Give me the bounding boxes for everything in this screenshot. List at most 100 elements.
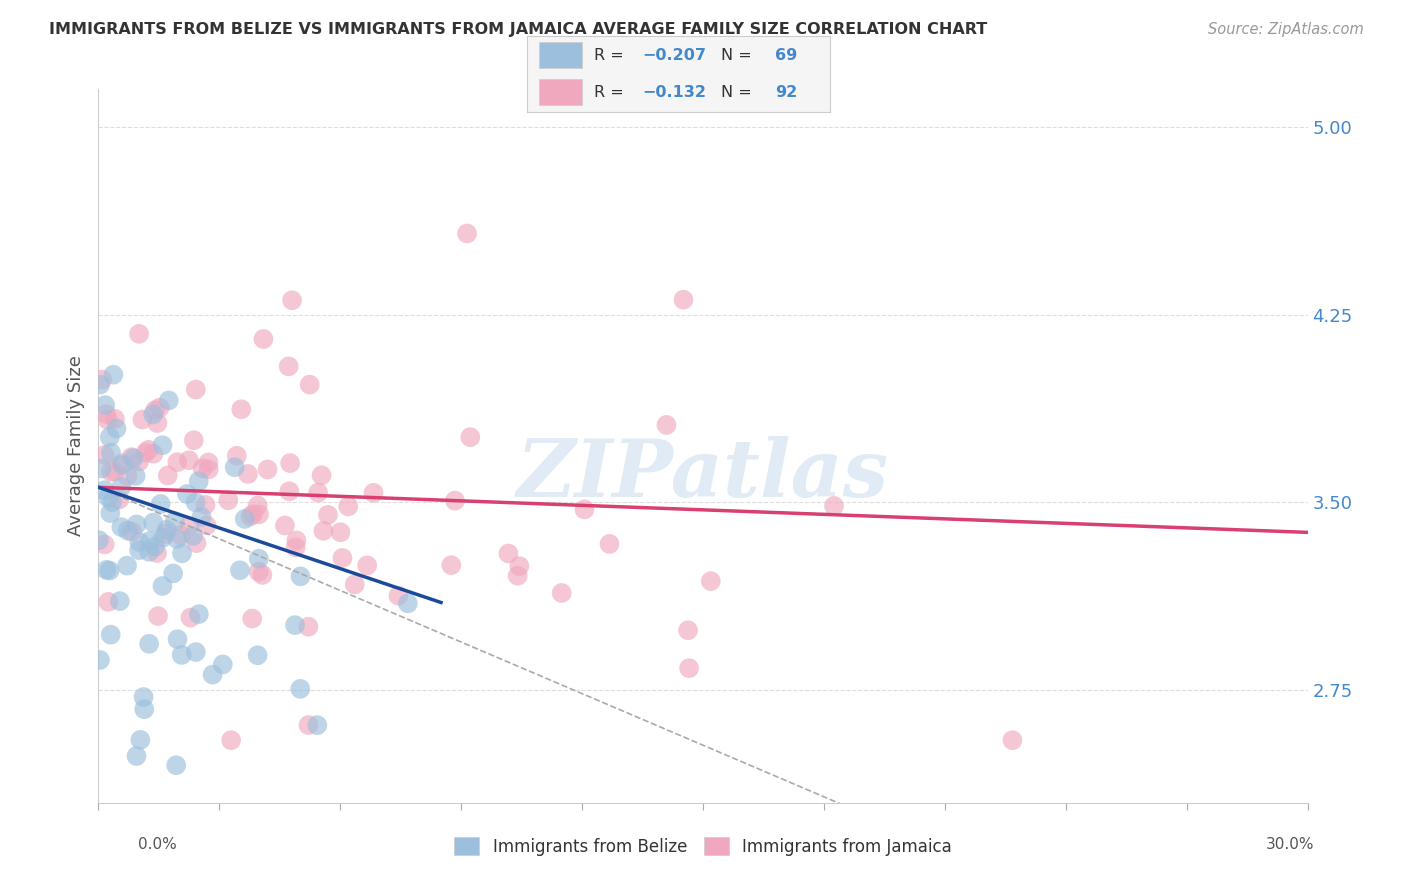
Point (179, 610, 201, 624)
Point (166, 632, 188, 647)
Point (115, 558, 138, 573)
Point (307, 718, 329, 732)
Text: −0.132: −0.132 (643, 85, 706, 100)
Text: IMMIGRANTS FROM BELIZE VS IMMIGRANTS FROM JAMAICA AVERAGE FAMILY SIZE CORRELATIO: IMMIGRANTS FROM BELIZE VS IMMIGRANTS FRO… (49, 22, 987, 37)
Point (94, 398, 117, 412)
Point (105, 421, 128, 435)
Point (252, 332, 274, 346)
Point (197, 462, 219, 476)
Point (176, 487, 198, 501)
Point (177, 453, 200, 467)
Point (246, 648, 269, 663)
Point (194, 498, 217, 512)
Point (233, 512, 256, 526)
Point (170, 546, 193, 560)
Text: 69: 69 (775, 47, 797, 62)
Point (125, 517, 148, 532)
Point (217, 493, 239, 508)
Point (121, 450, 143, 465)
Point (181, 529, 204, 543)
Point (229, 563, 252, 577)
Point (162, 566, 184, 581)
Point (142, 407, 165, 421)
Point (152, 438, 174, 452)
Point (678, 661, 700, 675)
Point (574, 502, 596, 516)
Point (396, 596, 419, 610)
Point (131, 412, 153, 426)
Point (187, 607, 209, 621)
Point (184, 645, 207, 659)
Point (132, 690, 155, 704)
Point (247, 551, 270, 566)
Point (146, 416, 169, 430)
Point (157, 393, 180, 408)
Point (128, 543, 150, 558)
Point (201, 667, 224, 681)
Point (138, 545, 160, 559)
Point (184, 495, 207, 509)
Point (101, 495, 124, 509)
Point (143, 540, 166, 554)
Point (100, 446, 122, 460)
Point (128, 535, 150, 549)
Point (290, 681, 312, 696)
Point (184, 383, 207, 397)
Point (98, 430, 121, 444)
Point (142, 516, 165, 530)
Text: −0.207: −0.207 (643, 47, 706, 62)
Point (179, 518, 201, 533)
Point (506, 568, 529, 582)
Text: N =: N = (721, 85, 756, 100)
Point (128, 455, 150, 469)
Point (139, 533, 162, 548)
Point (219, 733, 242, 747)
Point (231, 402, 253, 417)
Point (100, 465, 122, 479)
Point (104, 412, 127, 426)
Point (281, 293, 304, 308)
Point (125, 749, 148, 764)
Point (149, 497, 172, 511)
Point (93, 448, 115, 462)
Point (700, 574, 723, 588)
Text: 0.0%: 0.0% (138, 837, 177, 852)
Point (121, 524, 143, 539)
Point (274, 518, 297, 533)
Point (297, 718, 319, 732)
Point (242, 507, 264, 521)
Point (117, 524, 139, 538)
Point (550, 586, 572, 600)
Point (93, 483, 115, 498)
Point (103, 368, 125, 382)
Point (122, 451, 145, 466)
Point (108, 594, 131, 608)
Point (97, 491, 120, 505)
Point (343, 577, 366, 591)
Point (152, 579, 174, 593)
Point (195, 518, 218, 533)
Point (152, 531, 174, 545)
Point (337, 500, 360, 514)
Point (252, 568, 274, 582)
Point (89, 653, 111, 667)
Point (149, 401, 172, 415)
Point (256, 462, 278, 476)
Point (98, 564, 121, 578)
Point (110, 520, 132, 534)
Point (163, 514, 186, 528)
Text: N =: N = (721, 47, 756, 62)
Point (103, 465, 125, 479)
Point (143, 403, 166, 417)
Point (284, 541, 307, 555)
Point (225, 449, 247, 463)
Point (316, 508, 339, 522)
Point (190, 510, 212, 524)
Point (191, 461, 214, 475)
Point (676, 624, 699, 638)
Point (124, 469, 146, 483)
Point (90, 461, 112, 475)
Point (284, 618, 307, 632)
Point (498, 547, 520, 561)
Point (290, 569, 312, 583)
